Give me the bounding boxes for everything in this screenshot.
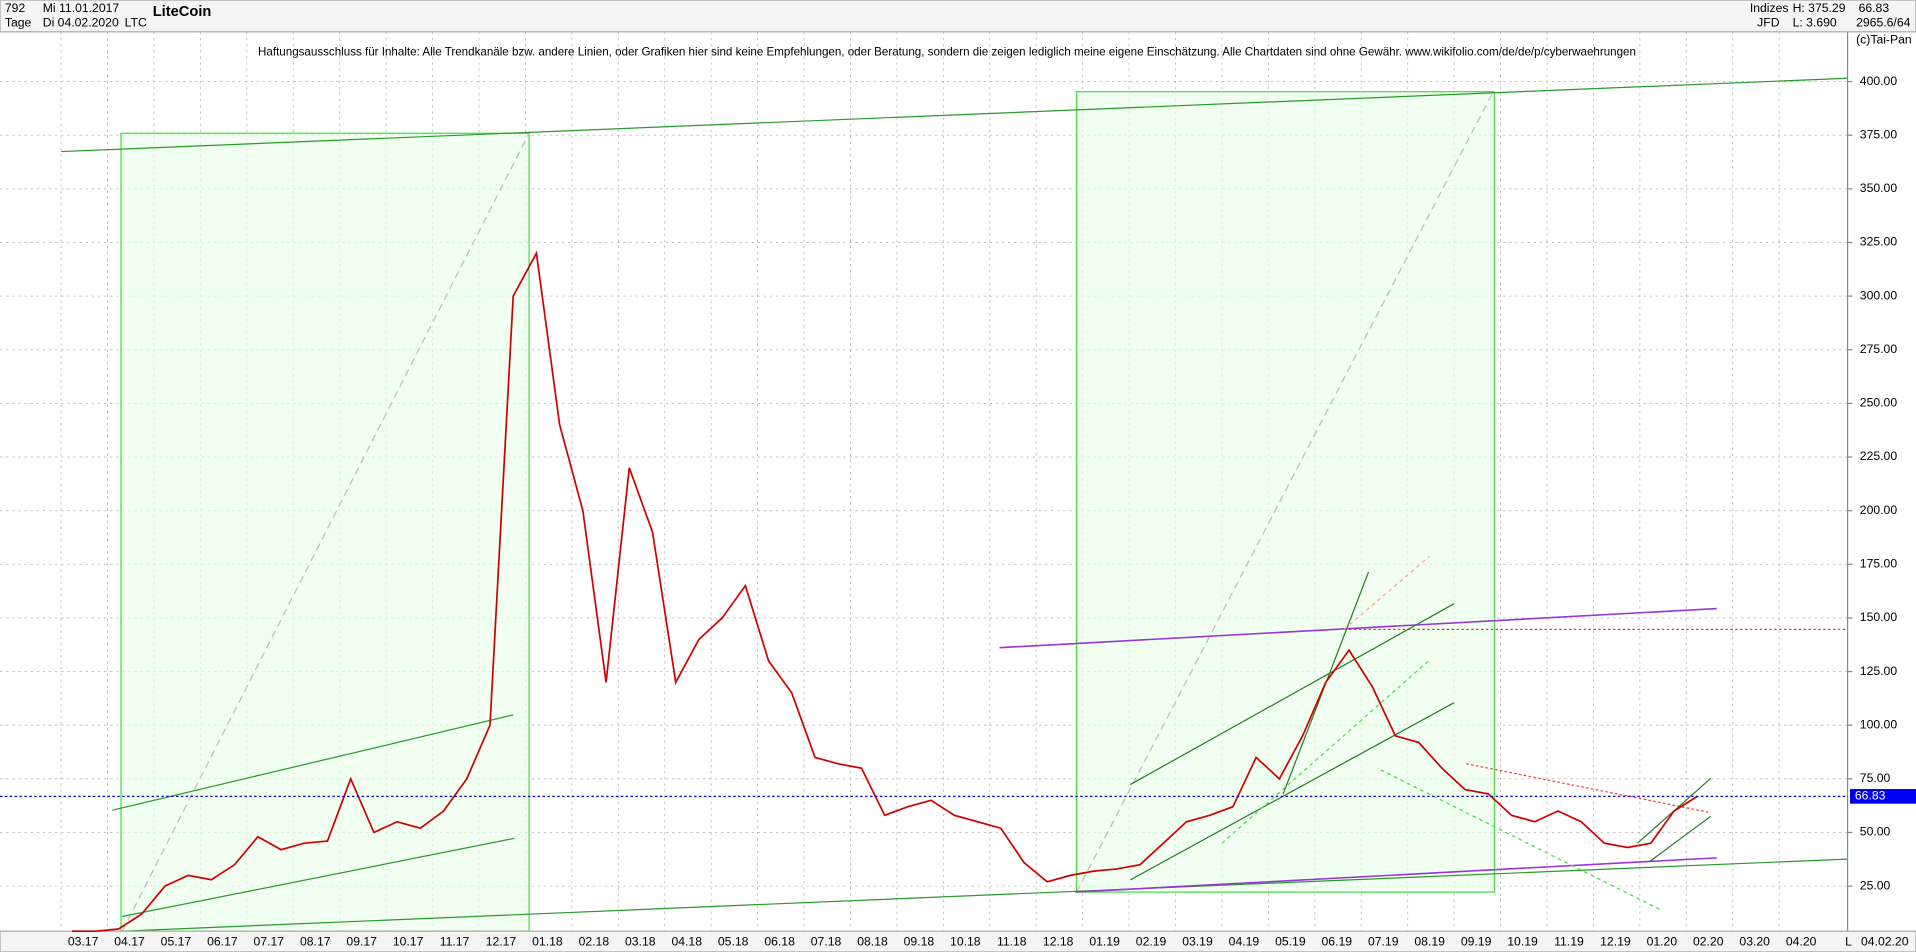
trendline (1130, 702, 1455, 881)
last-price-label: 66.83 (1855, 789, 1886, 803)
x-tick-label: 05.17 (161, 934, 192, 948)
x-tick-label: 03.19 (1182, 934, 1213, 948)
x-tick-label: 11.18 (997, 934, 1027, 948)
disclaimer: Haftungsausschluss für Inhalte: Alle Tre… (258, 46, 1636, 59)
x-tick-label: 06.17 (207, 934, 238, 948)
x-tick-label: 05.18 (718, 934, 749, 948)
y-tick-label: 350.00 (1860, 181, 1898, 195)
x-tick-label: 09.17 (346, 934, 377, 948)
broker: JFD (1757, 15, 1780, 29)
y-tick-label: 250.00 (1860, 396, 1898, 410)
x-tick-label: 12.17 (486, 934, 517, 948)
trendline (61, 77, 1848, 153)
footer-date: 04.02.20 (1861, 934, 1909, 948)
trendline (1129, 603, 1455, 786)
trendline (122, 837, 515, 918)
x-tick-label: 08.17 (300, 934, 331, 948)
price-line (72, 250, 1698, 933)
x-tick-label: 10.17 (393, 934, 424, 948)
y-tick-label: 375.00 (1860, 127, 1898, 141)
x-tick-label: 03.20 (1739, 934, 1770, 948)
last-price: 66.83 (1859, 1, 1890, 15)
count: 792 (5, 1, 26, 15)
x-tick-label: 02.19 (1136, 934, 1167, 948)
symbol: LTC (125, 15, 147, 29)
trendline (1466, 763, 1711, 814)
x-tick-label: 03.17 (68, 934, 99, 948)
x-tick-label: 01.18 (532, 934, 563, 948)
x-tick-label: 02.18 (579, 934, 610, 948)
footer-flag: L (1845, 934, 1852, 948)
x-tick-label: 04.18 (671, 934, 702, 948)
x-tick-label: 12.19 (1600, 934, 1631, 948)
y-tick-label: 25.00 (1860, 878, 1891, 892)
x-tick-label: 10.18 (950, 934, 981, 948)
x-tick-label: 04.19 (1229, 934, 1260, 948)
y-tick-label: 175.00 (1860, 557, 1898, 571)
x-tick-label: 08.19 (1414, 934, 1445, 948)
x-tick-label: 06.18 (764, 934, 795, 948)
x-tick-label: 08.18 (857, 934, 888, 948)
trendline (1380, 769, 1663, 911)
drawings (61, 77, 1848, 932)
grid (0, 31, 1848, 932)
y-tick-label: 100.00 (1860, 717, 1898, 731)
y-tick-label: 300.00 (1860, 288, 1898, 302)
y-tick-label: 325.00 (1860, 235, 1898, 249)
x-tick-label: 05.19 (1275, 934, 1306, 948)
trendline (1221, 659, 1431, 844)
y-tick-label: 200.00 (1860, 503, 1898, 517)
trendline (1649, 815, 1712, 863)
y-tick-label: 150.00 (1860, 610, 1898, 624)
trendline (122, 858, 1848, 932)
high: H: 375.29 (1793, 1, 1846, 15)
last-price-badge (1850, 789, 1916, 804)
start-date: Mi 11.01.2017 (43, 1, 120, 15)
chart-title: LiteCoin (153, 4, 212, 20)
x-tick-label: 07.18 (811, 934, 842, 948)
y-tick-label: 400.00 (1860, 74, 1898, 88)
x-tick-label: 11.17 (440, 934, 470, 948)
y-tick-label: 125.00 (1860, 664, 1898, 678)
x-tick-label: 10.19 (1507, 934, 1538, 948)
x-tick-label: 01.20 (1647, 934, 1678, 948)
group: Indizes (1750, 1, 1789, 15)
y-tick-label: 75.00 (1860, 771, 1891, 785)
x-tick-label: 06.19 (1322, 934, 1353, 948)
period[interactable]: Tage (5, 15, 32, 29)
trendline (112, 714, 514, 811)
x-tick-label: 03.18 (625, 934, 656, 948)
x-tick-label: 12.18 (1043, 934, 1074, 948)
x-tick-label: 11.19 (1554, 934, 1584, 948)
diagonal (1075, 91, 1494, 893)
y-tick-label: 225.00 (1860, 449, 1898, 463)
x-tick-label: 01.19 (1089, 934, 1120, 948)
x-tick-label: 02.20 (1693, 934, 1724, 948)
diagonal (121, 132, 530, 932)
x-tick-label: 07.19 (1368, 934, 1399, 948)
x-tick-label: 04.17 (114, 934, 145, 948)
x-tick-label: 04.20 (1786, 934, 1817, 948)
y-tick-label: 275.00 (1860, 342, 1898, 356)
copyright: (c)Tai-Pan (1856, 33, 1912, 47)
x-tick-label: 07.17 (254, 934, 285, 948)
x-tick-label: 09.19 (1461, 934, 1492, 948)
end-date: Di 04.02.2020 (43, 15, 119, 29)
ratio: 2965.6/64 (1856, 15, 1911, 29)
y-tick-label: 50.00 (1860, 825, 1891, 839)
trendline (1075, 857, 1717, 893)
header-bar (0, 0, 1916, 33)
low: L: 3.690 (1793, 15, 1837, 29)
x-tick-label: 09.18 (904, 934, 935, 948)
trendline (999, 607, 1717, 649)
